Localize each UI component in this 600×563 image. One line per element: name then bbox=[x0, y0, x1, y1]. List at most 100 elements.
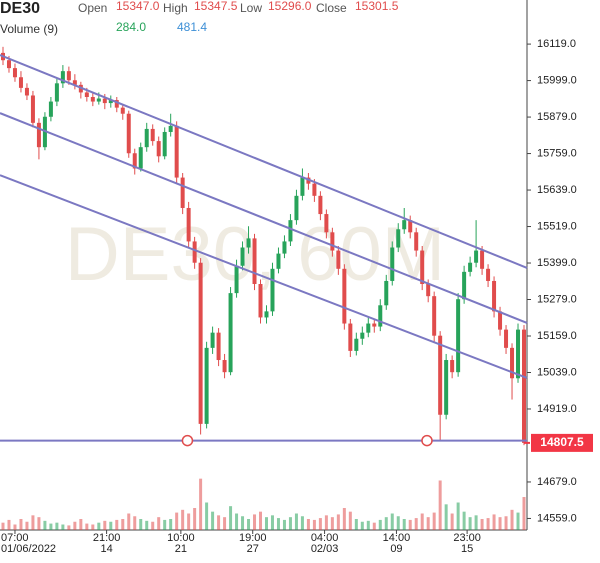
volume-bar bbox=[330, 517, 334, 530]
volume-bar bbox=[163, 519, 167, 530]
candle-body bbox=[108, 100, 113, 104]
candle-body bbox=[462, 271, 467, 300]
candle-body bbox=[516, 329, 521, 379]
candle-body bbox=[426, 284, 431, 297]
volume-bar bbox=[97, 522, 101, 530]
candle-body bbox=[234, 265, 239, 294]
volume-bar bbox=[354, 519, 358, 530]
low-label: Low bbox=[240, 1, 262, 15]
candle-body bbox=[324, 214, 329, 233]
volume-bar bbox=[468, 517, 472, 530]
volume-bar bbox=[456, 502, 460, 530]
volume-bar bbox=[37, 517, 41, 530]
volume-bar bbox=[516, 512, 520, 530]
volume-bar bbox=[181, 509, 185, 530]
candle-body bbox=[396, 229, 401, 248]
volume-bar bbox=[229, 506, 233, 530]
candle-body bbox=[156, 141, 161, 157]
volume-bar bbox=[408, 519, 412, 530]
volume-bar bbox=[205, 502, 209, 530]
candle-body bbox=[60, 71, 65, 84]
volume-bar bbox=[55, 522, 59, 530]
volume-bar bbox=[127, 513, 131, 530]
x-tick-time: 19:00 bbox=[239, 532, 267, 544]
volume-bar bbox=[85, 523, 89, 530]
candle-body bbox=[414, 232, 419, 251]
volume-bar bbox=[121, 519, 125, 530]
volume-bar bbox=[486, 518, 490, 530]
volume-bar bbox=[217, 515, 221, 530]
candle-body bbox=[204, 347, 209, 424]
y-tick-label: 15999.0 bbox=[537, 74, 577, 86]
candle-body bbox=[288, 220, 293, 242]
candle-body bbox=[354, 338, 359, 351]
y-tick-label: 15879.0 bbox=[537, 111, 577, 123]
volume-bar bbox=[510, 509, 514, 530]
candle-body bbox=[138, 147, 143, 169]
volume-bar bbox=[522, 497, 526, 530]
volume-bar bbox=[342, 508, 346, 530]
candle-body bbox=[474, 250, 479, 263]
candle-body bbox=[318, 195, 323, 215]
candle-body bbox=[420, 250, 425, 285]
candle-body bbox=[432, 296, 437, 336]
candle-body bbox=[216, 332, 221, 361]
x-tick-date: 15 bbox=[461, 543, 473, 555]
candle-body bbox=[222, 360, 227, 373]
candle-body bbox=[114, 100, 119, 108]
volume-bar bbox=[396, 516, 400, 530]
candle-body bbox=[54, 83, 59, 102]
volume-bar bbox=[390, 513, 394, 530]
volume-ma-value: 481.4 bbox=[177, 20, 207, 34]
volume-bar bbox=[324, 515, 328, 530]
volume-bar bbox=[253, 514, 257, 530]
volume-bar bbox=[223, 517, 227, 530]
candle-body bbox=[390, 247, 395, 281]
candle-body bbox=[258, 284, 263, 318]
x-tick-time: 23:00 bbox=[453, 532, 481, 544]
volume-bar bbox=[378, 519, 382, 530]
volume-bar bbox=[288, 517, 292, 530]
x-tick-time: 07:00 bbox=[1, 532, 29, 544]
candle-body bbox=[492, 280, 497, 312]
y-tick-label: 15159.0 bbox=[537, 330, 577, 342]
x-tick-time: 21:00 bbox=[93, 532, 121, 544]
candle-body bbox=[282, 241, 287, 254]
candle-body bbox=[228, 293, 233, 373]
candle-body bbox=[168, 125, 173, 132]
y-tick-label: 14679.0 bbox=[537, 476, 577, 488]
x-tick-date: 14 bbox=[100, 543, 112, 555]
volume-bar bbox=[480, 519, 484, 530]
candle-body bbox=[186, 207, 191, 242]
candle-body bbox=[456, 299, 461, 373]
level-marker bbox=[181, 434, 194, 447]
volume-bar bbox=[115, 519, 119, 530]
volume-bar bbox=[462, 511, 466, 530]
volume-bar bbox=[49, 523, 53, 530]
volume-bar bbox=[264, 517, 268, 530]
volume-bar bbox=[372, 522, 376, 530]
volume-bar bbox=[151, 521, 155, 530]
volume-bar bbox=[13, 524, 17, 530]
candle-body bbox=[384, 280, 389, 306]
volume-bar bbox=[133, 516, 137, 530]
volume-bar bbox=[420, 513, 424, 530]
volume-bar bbox=[169, 519, 173, 530]
volume-bar bbox=[300, 516, 304, 530]
volume-bar bbox=[474, 515, 478, 530]
candle-body bbox=[366, 323, 371, 333]
candle-body bbox=[348, 323, 353, 351]
candle-body bbox=[6, 60, 11, 69]
open-label: Open bbox=[78, 1, 107, 15]
candle-body bbox=[144, 128, 149, 148]
candle-body bbox=[96, 98, 101, 102]
candle-body bbox=[264, 311, 269, 318]
candle-body bbox=[330, 232, 335, 251]
candle-body bbox=[270, 268, 275, 312]
volume-bar bbox=[312, 519, 316, 530]
volume-bar bbox=[282, 519, 286, 530]
volume-bar bbox=[187, 513, 191, 530]
last-price-box bbox=[531, 433, 593, 452]
candle-body bbox=[486, 268, 491, 281]
